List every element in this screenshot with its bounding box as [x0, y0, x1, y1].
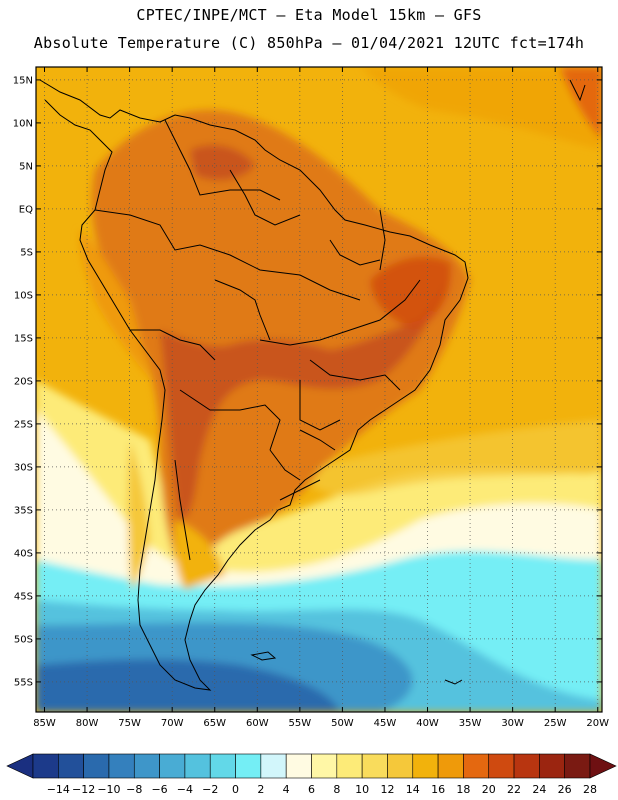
colorbar-swatch	[463, 753, 490, 779]
colorbar-label: −10	[97, 783, 120, 796]
lon-label: 30W	[501, 718, 524, 729]
colorbar-label: 14	[406, 783, 420, 796]
lon-label: 45W	[374, 718, 397, 729]
lat-label: EQ	[19, 204, 33, 215]
colorbar-right-cap	[589, 753, 617, 779]
colorbar-swatch	[159, 753, 186, 779]
colorbar-label: −8	[126, 783, 142, 796]
colorbar-swatch	[412, 753, 439, 779]
lat-label: 50S	[14, 634, 33, 645]
lon-label: 20W	[586, 718, 609, 729]
colorbar-label: −6	[151, 783, 167, 796]
lat-label: 15S	[14, 333, 33, 344]
longitude-labels: 85W 80W 75W 70W 65W 60W 55W 50W 45W 40W 35W 30W 25W 2…	[33, 67, 609, 729]
colorbar-swatch	[285, 753, 312, 779]
lon-label: 85W	[33, 718, 56, 729]
colorbar-swatch	[260, 753, 287, 779]
colorbar-label: −14	[47, 783, 70, 796]
colorbar-swatch	[437, 753, 464, 779]
colorbar-label: 4	[283, 783, 290, 796]
colorbar-label: 22	[507, 783, 521, 796]
colorbar-swatch	[336, 753, 363, 779]
lat-label: 35S	[14, 505, 33, 516]
colorbar-swatch	[32, 753, 59, 779]
colorbar-label: 18	[456, 783, 470, 796]
colorbar-swatch	[58, 753, 84, 779]
lat-label: 5S	[20, 247, 33, 258]
lon-label: 40W	[416, 718, 439, 729]
lon-label: 75W	[118, 718, 141, 729]
colorbar-label: −2	[202, 783, 218, 796]
colorbar-label: 12	[380, 783, 394, 796]
colorbar-label: 20	[482, 783, 496, 796]
lat-label: 45S	[14, 591, 33, 602]
lon-label: 25W	[544, 718, 567, 729]
lon-label: 60W	[246, 718, 269, 729]
lon-label: 35W	[459, 718, 482, 729]
colorbar-label: 24	[532, 783, 546, 796]
colorbar-label: 8	[333, 783, 340, 796]
map-title-line2: Absolute Temperature (C) 850hPa – 01/04/…	[33, 34, 585, 52]
lat-label: 25S	[14, 419, 33, 430]
colorbar-swatch	[108, 753, 135, 779]
colorbar-swatch	[539, 753, 565, 779]
temperature-field	[36, 67, 602, 712]
colorbar-swatch	[184, 753, 211, 779]
colorbar-label: 6	[308, 783, 315, 796]
colorbar-label: −12	[72, 783, 95, 796]
colorbar-swatch	[311, 753, 338, 779]
colorbar-label: 10	[355, 783, 369, 796]
colorbar-swatch	[235, 753, 262, 779]
colorbar: −14 −12 −10 −8 −6 −4 −2 0 2 4 6 8 10 12 14 16 18 20 22 24 26…	[6, 753, 617, 796]
lon-label: 65W	[203, 718, 226, 729]
colorbar-swatch	[209, 753, 236, 779]
colorbar-label: 2	[257, 783, 264, 796]
colorbar-swatch	[361, 753, 388, 779]
lon-label: 80W	[76, 718, 99, 729]
latitude-labels: 15N 10N 5N EQ 5S 10S 15S 20S 25S 30S 35S 40S 45S 50S 5…	[13, 75, 602, 688]
colorbar-swatch	[564, 753, 591, 779]
lat-label: 20S	[14, 376, 33, 387]
colorbar-label: −4	[177, 783, 193, 796]
map-title-line1: CPTEC/INPE/MCT – Eta Model 15km – GFS	[136, 6, 482, 24]
coastlines	[39, 79, 586, 691]
lon-label: 50W	[331, 718, 354, 729]
lat-label: 5N	[19, 161, 33, 172]
lat-label: 40S	[14, 548, 33, 559]
colorbar-swatch	[513, 753, 540, 779]
lat-label: 10S	[14, 290, 33, 301]
lon-label: 55W	[289, 718, 312, 729]
colorbar-swatch	[83, 753, 110, 779]
colorbar-swatch	[488, 753, 515, 779]
colorbar-label: 0	[232, 783, 239, 796]
lat-label: 55S	[14, 677, 33, 688]
colorbar-swatch	[387, 753, 414, 779]
lon-label: 70W	[161, 718, 184, 729]
lat-label: 10N	[13, 118, 33, 129]
colorbar-label: 26	[558, 783, 572, 796]
colorbar-left-cap	[6, 753, 34, 779]
colorbar-label: 28	[583, 783, 597, 796]
colorbar-swatch	[133, 753, 160, 779]
lat-label: 30S	[14, 462, 33, 473]
colorbar-label: 16	[431, 783, 445, 796]
map-frame	[35, 66, 603, 713]
lat-label: 15N	[13, 75, 33, 86]
